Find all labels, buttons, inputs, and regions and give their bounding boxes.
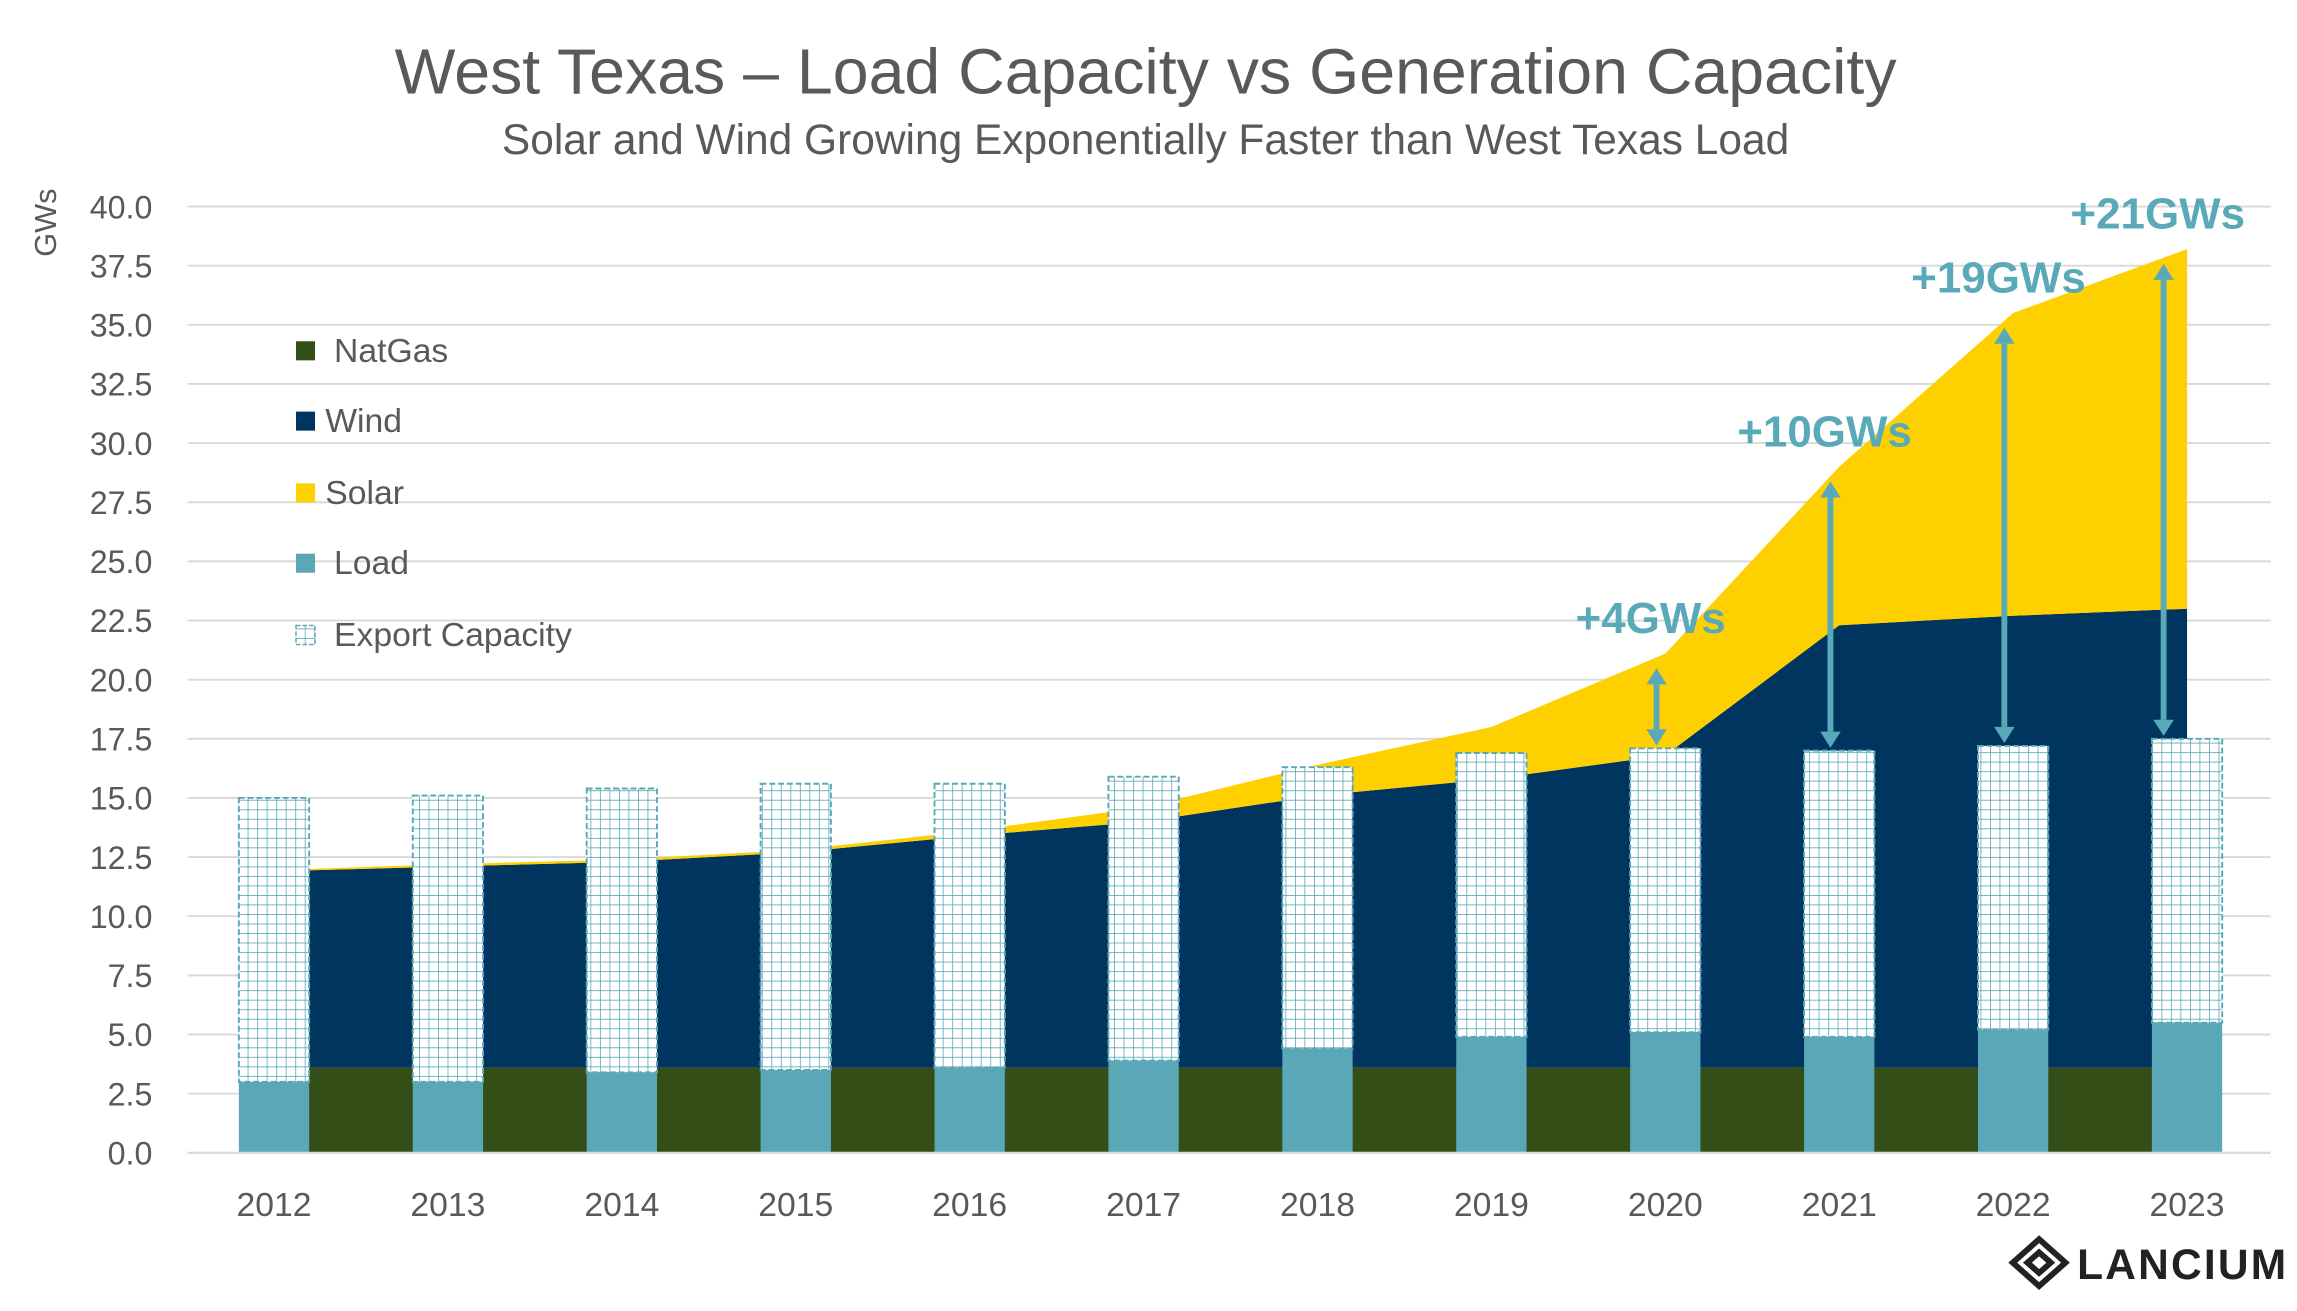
y-tick-label: 30.0 <box>90 426 153 462</box>
bar-export-capacity <box>759 782 832 1071</box>
bar-load <box>412 1081 484 1153</box>
bar-load <box>760 1070 831 1153</box>
bar-export-capacity <box>1281 766 1354 1050</box>
bar-load <box>2151 1022 2223 1153</box>
x-tick-label: 2017 <box>1106 1187 1181 1224</box>
arrow-down-icon <box>1820 731 1841 748</box>
x-tick-label: 2014 <box>584 1187 659 1224</box>
area-natgas <box>274 1067 2188 1153</box>
legend-label: Load <box>334 545 409 582</box>
y-tick-label: 35.0 <box>90 308 153 344</box>
y-tick-label: 20.0 <box>90 662 153 698</box>
bar-export-capacity <box>1629 747 1702 1034</box>
bar-load <box>586 1072 657 1153</box>
bar-load <box>1456 1036 1527 1153</box>
bar-load <box>238 1081 310 1153</box>
y-tick-label: 7.5 <box>108 958 153 994</box>
bar-series <box>187 737 2271 1154</box>
x-tick-label: 2020 <box>1628 1187 1703 1224</box>
legend-label: Wind <box>325 403 402 440</box>
bar-export-capacity <box>237 797 311 1083</box>
legend-marker <box>295 483 316 503</box>
bar-load <box>1282 1048 1353 1153</box>
area-solar <box>274 249 2188 872</box>
y-tick-label: 22.5 <box>90 603 153 639</box>
y-tick-label: 10.0 <box>90 899 153 935</box>
area-series <box>274 249 2188 1153</box>
y-tick-label: 17.5 <box>90 722 153 758</box>
arrow-down-icon <box>1646 729 1667 746</box>
legend-marker <box>295 553 316 573</box>
lancium-logo: LANCIUM <box>2008 1235 2288 1291</box>
x-tick-label: 2015 <box>758 1187 833 1224</box>
x-tick-label: 2022 <box>1976 1187 2051 1224</box>
bar-export-capacity <box>1455 752 1528 1038</box>
arrow-up-icon <box>1994 327 2015 344</box>
bar-load <box>1804 1036 1875 1153</box>
arrow-up-icon <box>1820 481 1841 498</box>
legend-marker <box>295 624 316 646</box>
y-tick-label: 27.5 <box>90 485 153 521</box>
y-axis-ticks: 0.0 2.5 5.0 7.5 10.0 12.5 15.0 17.5 20.0 22.5 25.0… <box>90 189 153 1171</box>
y-tick-label: 12.5 <box>90 840 153 876</box>
x-tick-label: 2013 <box>410 1187 485 1224</box>
x-tick-label: 2018 <box>1280 1187 1355 1224</box>
arrow-up-icon <box>1646 668 1667 685</box>
bar-export-capacity <box>411 794 485 1083</box>
y-tick-label: 5.0 <box>108 1017 153 1053</box>
bar-export-capacity <box>585 787 658 1074</box>
y-tick-label: 25.0 <box>90 544 153 580</box>
x-tick-label: 2012 <box>237 1187 312 1224</box>
lancium-logo-text: LANCIUM <box>2077 1241 2288 1288</box>
y-tick-label: 37.5 <box>90 248 153 284</box>
annotation-label: +4GWs <box>1576 594 1726 643</box>
legend-label: Solar <box>325 475 404 512</box>
y-tick-label: 32.5 <box>90 367 153 403</box>
x-tick-label: 2021 <box>1802 1187 1877 1224</box>
bar-export-capacity <box>1803 749 1876 1038</box>
bar-export-capacity <box>1977 744 2050 1031</box>
annotation-label: +10GWs <box>1737 407 1912 456</box>
bar-export-capacity <box>933 782 1006 1069</box>
bar-export-capacity <box>1107 775 1180 1062</box>
y-tick-label: 0.0 <box>108 1136 153 1172</box>
y-tick-label: 40.0 <box>90 189 153 225</box>
bar-load <box>1108 1060 1179 1153</box>
x-tick-label: 2016 <box>932 1187 1007 1224</box>
x-axis-ticks: 2012 2013 2014 2015 2016 2017 2018 2019 2020 2021… <box>237 1187 2225 1224</box>
legend: NatGas Wind Solar Load Export Capacity <box>295 333 572 654</box>
lancium-logo-mark <box>2008 1235 2070 1291</box>
area-wind <box>274 608 2188 1068</box>
y-tick-label: 2.5 <box>108 1076 153 1112</box>
arrow-down-icon <box>2153 719 2174 736</box>
bar-export-capacity <box>2150 737 2224 1024</box>
x-tick-label: 2023 <box>2150 1187 2225 1224</box>
chart-title: West Texas – Load Capacity vs Generation… <box>395 36 1898 108</box>
chart-subtitle: Solar and Wind Growing Exponentially Fas… <box>502 116 1789 163</box>
annotations: +4GWs +10GWs +19GWs +21GWs <box>1576 190 2245 748</box>
bar-load <box>934 1067 1005 1153</box>
legend-label: Export Capacity <box>334 617 572 654</box>
arrow-down-icon <box>1994 726 2015 743</box>
bar-load <box>1977 1029 2049 1153</box>
annotation-label: +21GWs <box>2070 190 2245 239</box>
x-tick-label: 2019 <box>1454 1187 1529 1224</box>
legend-marker <box>295 411 316 431</box>
legend-marker <box>295 341 316 361</box>
bar-load <box>1630 1032 1701 1153</box>
arrow-up-icon <box>2153 263 2174 280</box>
y-axis-label: GWs <box>28 188 63 256</box>
legend-label: NatGas <box>334 333 448 370</box>
annotation-label: +19GWs <box>1911 253 2086 302</box>
y-tick-label: 15.0 <box>90 781 153 817</box>
